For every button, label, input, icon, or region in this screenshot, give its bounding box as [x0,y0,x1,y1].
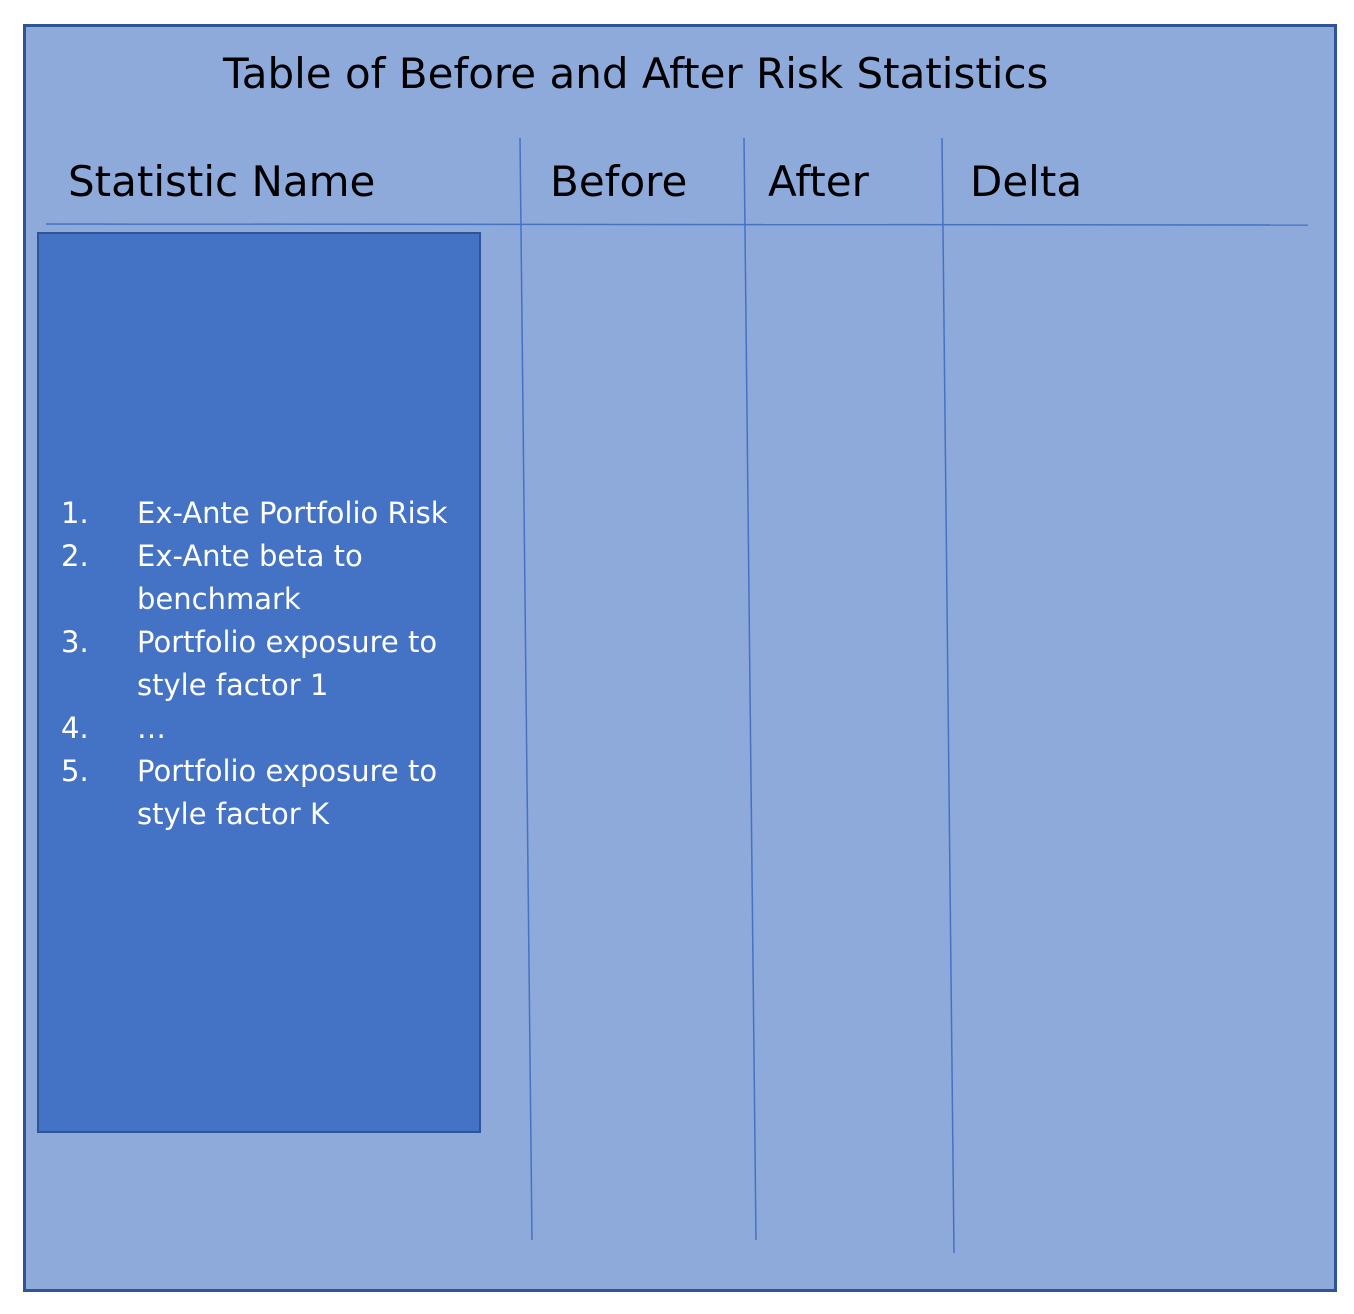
column-header-statistic-name: Statistic Name [68,157,376,206]
list-item: 1. Ex-Ante Portfolio Risk [61,492,461,535]
statistic-list: 1. Ex-Ante Portfolio Risk 2. Ex-Ante bet… [61,492,461,836]
list-item: 2. Ex-Ante beta to benchmark [61,535,461,621]
column-divider-delta [941,137,955,1254]
list-item-number: 5. [61,754,89,788]
column-divider-after [743,137,757,1241]
list-item: 4. … [61,707,461,750]
column-divider-before [519,137,533,1241]
list-item-label: Ex-Ante Portfolio Risk [137,496,448,530]
list-item-label: Portfolio exposure to style factor K [137,754,438,831]
column-header-delta: Delta [970,157,1083,206]
list-item-number: 2. [61,539,89,573]
list-item-number: 1. [61,496,89,530]
table-title: Table of Before and After Risk Statistic… [223,49,1049,98]
list-item-number: 3. [61,625,89,659]
header-divider-line [45,223,1309,226]
list-item-label: Portfolio exposure to style factor 1 [137,625,438,702]
column-header-before: Before [550,157,688,206]
list-item: 5. Portfolio exposure to style factor K [61,750,461,836]
statistic-name-box: 1. Ex-Ante Portfolio Risk 2. Ex-Ante bet… [37,232,481,1133]
list-item: 3. Portfolio exposure to style factor 1 [61,621,461,707]
list-item-number: 4. [61,711,89,745]
list-item-label: … [137,711,166,745]
list-item-label: Ex-Ante beta to benchmark [137,539,363,616]
column-header-after: After [768,157,869,206]
